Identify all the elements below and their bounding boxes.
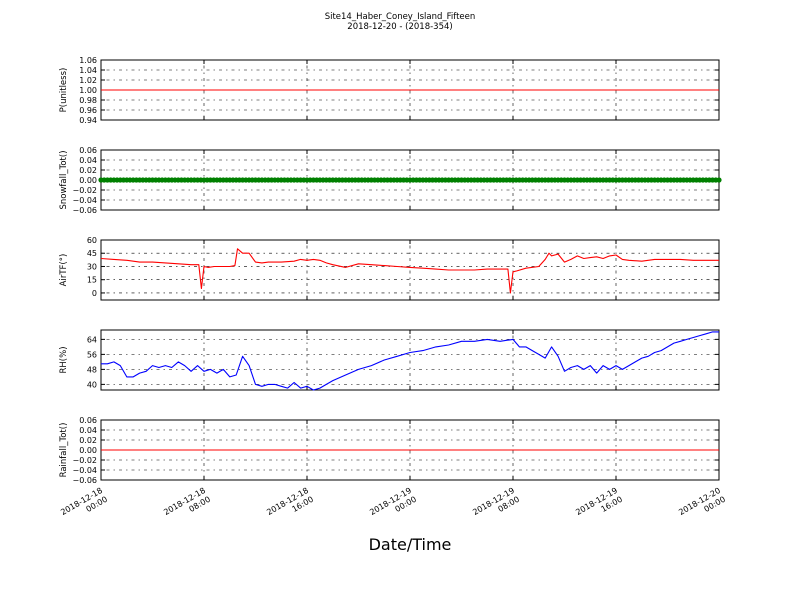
x-axis-label: Date/Time	[369, 535, 452, 554]
y-tick-label: −0.06	[72, 206, 97, 215]
y-tick-label: 56	[87, 350, 97, 359]
y-tick-label: 1.00	[79, 86, 97, 95]
y-tick-label: 30	[87, 262, 97, 271]
y-tick-label: −0.06	[72, 476, 97, 485]
y-tick-label: 45	[87, 249, 97, 258]
y-tick-label: −0.04	[72, 196, 97, 205]
y-tick-label: 1.04	[79, 66, 97, 75]
chart-subtitle: 2018-12-20 - (2018-354)	[347, 22, 452, 32]
y-tick-label: 0.04	[79, 426, 97, 435]
y-tick-label: 0	[92, 289, 97, 298]
series-line	[101, 331, 719, 391]
y-tick-label: 0.98	[79, 96, 97, 105]
y-tick-label: 48	[87, 365, 97, 374]
y-tick-label: 0.06	[79, 416, 97, 425]
y-tick-label: −0.02	[72, 456, 97, 465]
y-axis-label: RH(%)	[59, 346, 69, 373]
y-tick-label: 0.04	[79, 156, 97, 165]
y-tick-label: 15	[87, 276, 97, 285]
subplots: 1.061.041.021.000.980.960.94 P(unitless) 0…	[59, 56, 722, 485]
subplot-5: 0.060.040.020.00−0.02−0.04−0.06Rainfall_…	[59, 416, 720, 485]
y-tick-label: 0.02	[79, 166, 97, 175]
y-tick-label: 1.02	[79, 76, 97, 85]
data-point	[716, 177, 722, 183]
subplot-3: 60 45 30 15 0 AirTF(°)	[59, 236, 720, 301]
y-axis-label: Snowfall_Tot()	[59, 150, 69, 209]
y-tick-label: 0.06	[79, 146, 97, 155]
subplot-4: 64 56 48 40 RH(%)	[59, 329, 720, 391]
y-tick-label: 0.02	[79, 436, 97, 445]
y-tick-label: 40	[87, 380, 97, 389]
subplot-1: 1.061.041.021.000.980.960.94 P(unitless)	[59, 56, 720, 125]
y-axis-label: AirTF(°)	[59, 254, 69, 287]
y-tick-label: 1.06	[79, 56, 97, 65]
y-tick-label: −0.02	[72, 186, 97, 195]
y-tick-label: 60	[87, 236, 97, 245]
y-axis-label: Rainfall_Tot()	[59, 423, 69, 478]
subplot-2: 0.060.040.020.00−0.02−0.04−0.06Snowfall_…	[59, 146, 722, 215]
y-tick-label: 0.96	[79, 106, 97, 115]
y-tick-label: 64	[87, 335, 97, 344]
y-axis-label: P(unitless)	[59, 68, 69, 113]
y-tick-label: 0.00	[79, 446, 97, 455]
chart-title: Site14_Haber_Coney_Island_Fifteen	[325, 12, 476, 22]
y-tick-label: −0.04	[72, 466, 97, 475]
y-tick-label: 0.94	[79, 116, 97, 125]
y-tick-label: 0.00	[79, 176, 97, 185]
series-line	[100, 248, 719, 294]
